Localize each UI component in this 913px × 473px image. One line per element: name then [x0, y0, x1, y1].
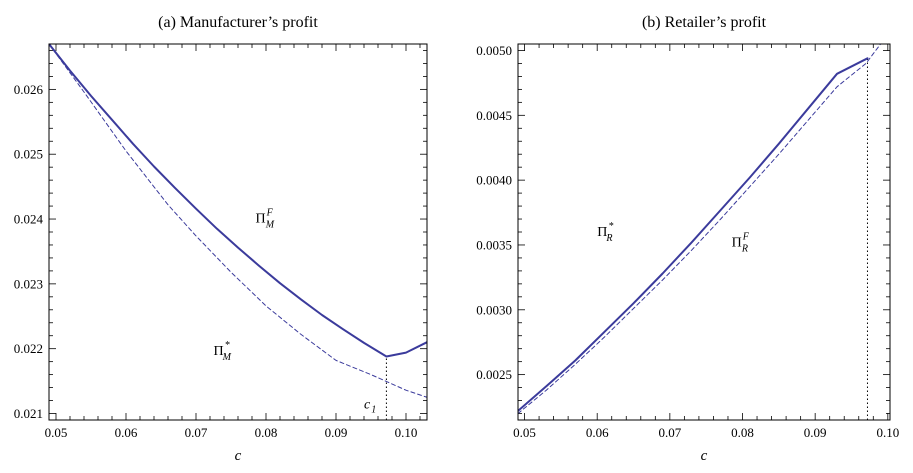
y-tick-label: 0.0030 [476, 302, 512, 317]
y-tick-label: 0.0050 [476, 43, 512, 58]
x-tick-label: 0.09 [325, 425, 348, 440]
y-tick-label: 0.025 [14, 147, 43, 162]
y-tick-label: 0.0035 [476, 237, 512, 252]
x-tick-label: 0.06 [115, 425, 138, 440]
x-tick-label: 0.08 [255, 425, 278, 440]
curve-annotation: Π* R [597, 221, 613, 244]
y-tick-label: 0.021 [14, 406, 43, 421]
annotation-superscript: F [266, 207, 274, 218]
y-tick-label: 0.022 [14, 341, 43, 356]
x-tick-label: 0.09 [804, 425, 827, 440]
annotation-symbol: c [364, 397, 371, 412]
x-axis-label: c [701, 448, 708, 464]
y-tick-label: 0.023 [14, 276, 43, 291]
annotation-subscript: M [222, 352, 232, 363]
series-line-dashed [518, 44, 882, 414]
x-tick-label: 0.10 [876, 425, 899, 440]
annotation-subscript: R [741, 243, 748, 254]
plot-frame [517, 43, 891, 421]
curve-annotation: c1 [364, 397, 376, 415]
x-tick-label: 0.07 [185, 425, 208, 440]
panel-manufacturer-profit: (a) Manufacturer’s profit 0.05 0.06 0.07 0.0… [14, 14, 428, 464]
annotation-symbol: Π [214, 344, 224, 359]
chart-title: (b) Retailer’s profit [642, 14, 767, 31]
annotation-symbol: Π [732, 235, 742, 250]
annotation-subscript: 1 [371, 404, 376, 415]
x-tick-label: 0.08 [731, 425, 754, 440]
annotation-subscript: R [605, 233, 612, 244]
annotation-superscript: * [225, 340, 230, 351]
annotation-superscript: * [608, 221, 613, 232]
x-tick-label: 0.05 [513, 425, 536, 440]
panel-retailer-profit: (b) Retailer’s profit 0.05 0.06 0.07 0.08 0.0… [476, 14, 899, 464]
chart-title: (a) Manufacturer’s profit [158, 14, 318, 31]
y-tick-label: 0.026 [14, 82, 44, 97]
curve-annotation: Π* M [214, 340, 232, 363]
series-line-dashed [49, 44, 427, 398]
curve-annotation: ΠF R [732, 231, 750, 254]
plot-frame [48, 43, 428, 421]
annotation-subscript: M [265, 219, 275, 230]
y-tick-label: 0.0025 [476, 367, 512, 382]
curve-annotation: ΠF M [256, 207, 275, 230]
x-tick-label: 0.05 [45, 425, 68, 440]
series-line-solid [49, 44, 427, 358]
y-tick-label: 0.0040 [476, 173, 512, 188]
x-tick-label: 0.06 [586, 425, 609, 440]
x-axis-label: c [235, 448, 242, 464]
y-tick-label: 0.024 [14, 212, 44, 227]
x-tick-label: 0.10 [395, 425, 418, 440]
annotation-superscript: F [742, 231, 750, 242]
annotation-symbol: Π [597, 225, 607, 240]
annotation-symbol: Π [256, 211, 266, 226]
series-line-solid [518, 57, 869, 412]
y-tick-label: 0.0045 [476, 108, 512, 123]
x-tick-label: 0.07 [658, 425, 681, 440]
